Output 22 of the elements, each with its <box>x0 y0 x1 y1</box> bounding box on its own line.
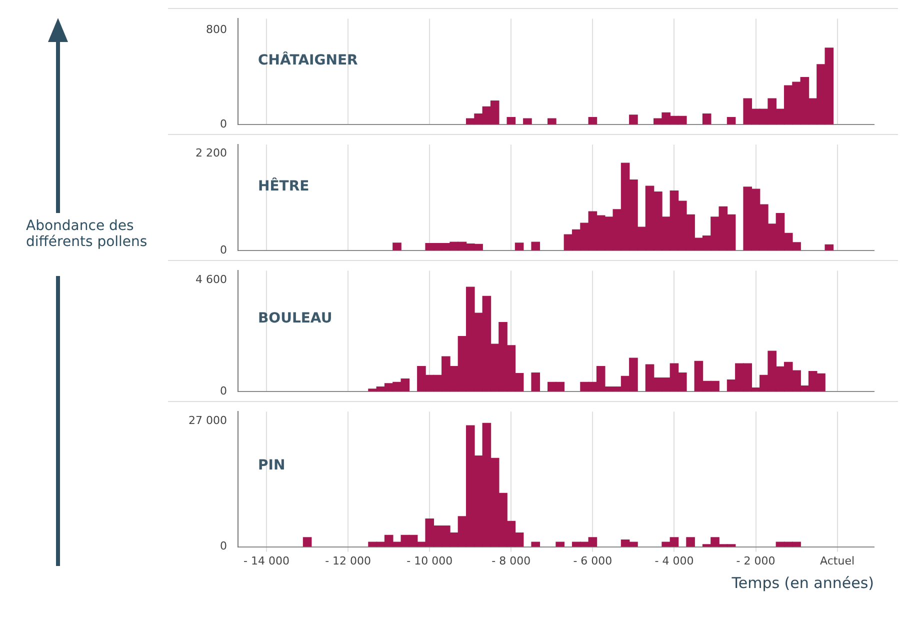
x-tick-label: - 12 000 <box>325 554 372 568</box>
y-tick-label: 0 <box>220 384 227 398</box>
text: HÊTRE <box>258 178 310 195</box>
x-tick-label: Actuel <box>820 554 855 568</box>
x-tick-label: - 8 000 <box>492 554 531 568</box>
y-tick-label: 0 <box>220 117 227 130</box>
x-tick-label: - 14 000 <box>244 554 290 568</box>
y-tick-label: 27 000 <box>188 414 227 427</box>
y-axis-title: Abondance des différents pollens <box>26 218 148 250</box>
y-tick-label: 0 <box>220 540 227 553</box>
x-tick-label: - 6 000 <box>573 554 612 568</box>
x-tick-label: - 10 000 <box>406 554 453 568</box>
x-tick-label: - 2 000 <box>736 554 776 568</box>
text: PIN <box>258 457 286 474</box>
text: BOULEAU <box>258 310 332 327</box>
text: CHÂTAIGNER <box>258 52 358 69</box>
y-tick-label: 800 <box>206 23 227 36</box>
x-axis-title: Temps (en années) <box>730 574 874 592</box>
y-tick-label: 2 200 <box>196 146 227 160</box>
x-tick-label: - 4 000 <box>654 554 694 568</box>
y-tick-label: 4 600 <box>196 273 227 286</box>
y-tick-label: 0 <box>220 243 227 256</box>
